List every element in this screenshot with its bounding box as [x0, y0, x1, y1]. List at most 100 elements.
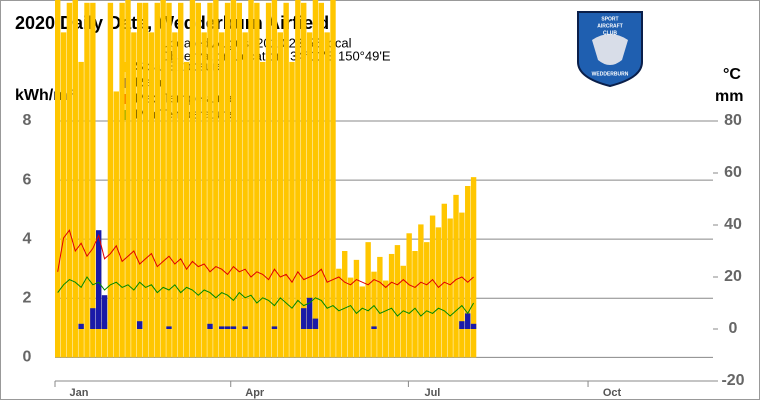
x-tick-label: Apr	[245, 387, 265, 399]
bar	[306, 297, 313, 329]
bar	[101, 295, 108, 329]
bar	[271, 0, 278, 358]
logo-text: WEDDERBURN	[592, 71, 629, 77]
bar	[406, 233, 412, 358]
bar	[131, 32, 137, 358]
bar	[470, 177, 477, 358]
legend-swatch	[120, 94, 130, 104]
bar	[260, 61, 266, 358]
bar	[312, 0, 319, 358]
bar	[342, 251, 348, 358]
y-tick-label: 4	[23, 230, 32, 247]
bar	[230, 326, 237, 329]
bar	[424, 242, 430, 358]
bar	[78, 61, 84, 358]
bar	[219, 32, 225, 358]
bar	[400, 265, 406, 358]
bar	[248, 0, 254, 358]
legend-swatch	[120, 78, 130, 88]
bar	[55, 0, 61, 358]
bar	[195, 2, 201, 358]
y2-tick-label: 80	[724, 112, 742, 129]
bar	[66, 2, 73, 358]
bar	[459, 321, 465, 329]
bar	[219, 326, 225, 329]
bar	[295, 0, 301, 358]
bar	[125, 0, 131, 358]
bar	[166, 326, 172, 329]
bar	[371, 271, 377, 358]
bar	[84, 2, 90, 358]
y2-tick-label: 0	[729, 320, 738, 337]
bar	[154, 2, 160, 358]
bar	[371, 326, 377, 329]
bar	[113, 91, 119, 358]
bar	[224, 2, 231, 358]
y2-tick-label: -20	[721, 372, 744, 389]
bar	[207, 2, 213, 358]
bar	[166, 2, 172, 358]
bar	[119, 2, 125, 358]
y-tick-label: 8	[23, 112, 32, 129]
bar	[107, 2, 114, 358]
bar	[236, 2, 242, 358]
bar	[470, 323, 477, 329]
bar	[189, 0, 196, 358]
logo: SPORT AIRCRAFT CLUB WEDDERBURN	[577, 11, 643, 88]
bar	[78, 323, 84, 329]
bar	[324, 32, 330, 358]
bar	[435, 227, 442, 358]
bar	[160, 0, 166, 358]
bar	[318, 2, 324, 358]
bar	[459, 212, 465, 358]
line	[57, 229, 474, 289]
logo-text: AIRCRAFT	[597, 23, 623, 29]
bar	[441, 203, 447, 358]
bar	[377, 256, 383, 358]
bar	[289, 61, 295, 358]
bar	[201, 32, 207, 358]
bar	[178, 2, 184, 358]
bar	[60, 32, 67, 358]
y-tick-label: 2	[23, 289, 32, 306]
bar	[148, 32, 155, 358]
bar	[447, 218, 453, 358]
bar	[254, 2, 260, 358]
bar	[183, 61, 190, 358]
bar	[90, 2, 96, 358]
bar	[453, 194, 459, 358]
bar	[224, 326, 231, 329]
bar	[142, 2, 149, 358]
bar	[137, 321, 143, 329]
logo-text: SPORT	[601, 16, 618, 22]
bar	[301, 308, 307, 329]
bar	[101, 321, 108, 358]
logo-text: CLUB	[603, 30, 617, 36]
bar	[137, 2, 143, 358]
y2-axis-label: mm	[715, 88, 743, 105]
bar	[230, 0, 237, 358]
bar	[172, 32, 178, 358]
bar	[301, 2, 307, 358]
bar	[330, 0, 336, 358]
bar	[347, 277, 354, 358]
bar	[394, 245, 401, 358]
bar	[242, 326, 248, 329]
bar	[277, 32, 283, 358]
bar	[359, 286, 365, 358]
chart-title: 2020 Daily Data, Wedderburn Airfield	[15, 13, 329, 33]
bar	[72, 0, 78, 358]
y2-tick-label: 20	[724, 268, 742, 285]
x-tick-label: Jan	[70, 387, 89, 399]
y-tick-label: 6	[23, 171, 32, 188]
bar	[429, 215, 436, 358]
legend-swatch	[120, 62, 130, 72]
x-tick-label: Oct	[603, 387, 622, 399]
y2-axis-label: °C	[723, 66, 741, 83]
bar	[465, 313, 471, 329]
y2-tick-label: 60	[724, 164, 742, 181]
bar	[306, 32, 313, 358]
bar	[465, 186, 471, 358]
bar	[365, 242, 371, 358]
